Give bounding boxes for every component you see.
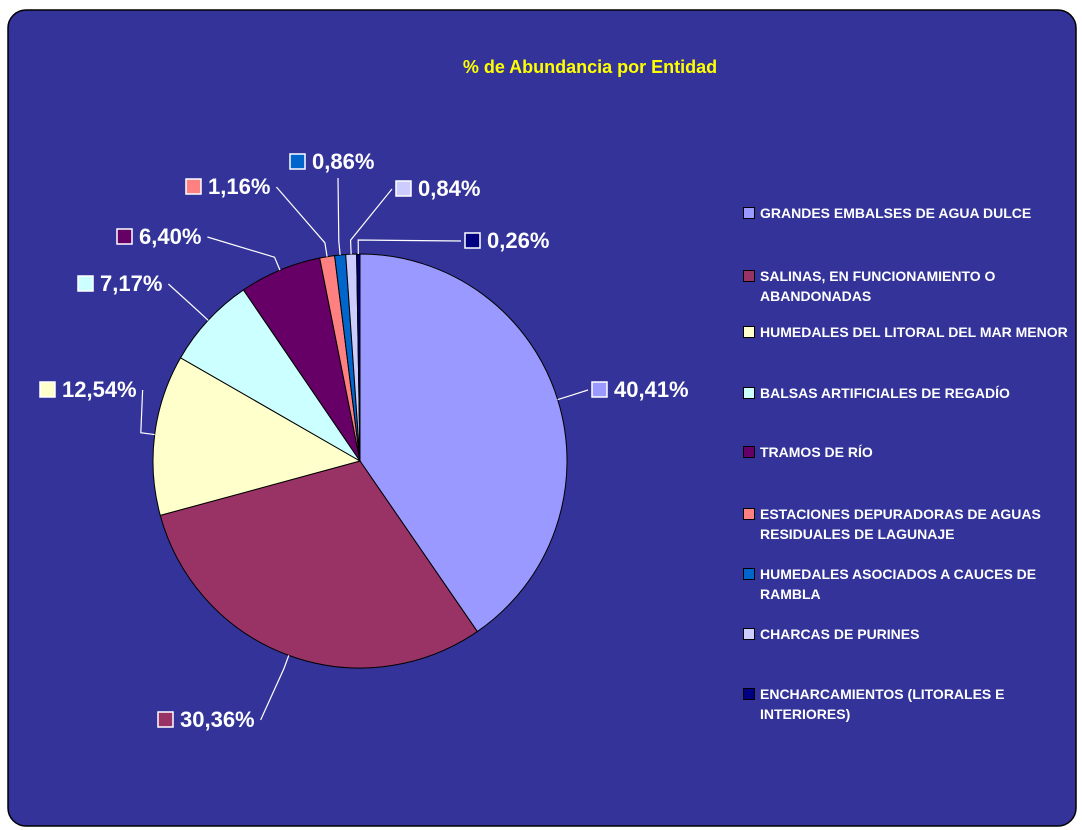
- data-label: 6,40%: [139, 224, 201, 249]
- leader-line: [357, 239, 462, 255]
- leader-line: [260, 655, 290, 721]
- data-label: 0,84%: [418, 176, 480, 201]
- label-swatch: [39, 381, 56, 398]
- leader-line: [275, 186, 328, 257]
- legend-swatch: [743, 628, 755, 640]
- label-swatch: [157, 711, 174, 728]
- data-label: 0,26%: [487, 228, 549, 253]
- legend-swatch: [743, 326, 755, 338]
- legend-label: ESTACIONES DEPURADORAS DE AGUAS RESIDUAL…: [760, 506, 1041, 542]
- label-swatch: [185, 178, 202, 195]
- legend-swatch: [743, 508, 755, 520]
- label-swatch: [464, 232, 481, 249]
- legend-swatch: [743, 446, 755, 458]
- leader-line: [557, 389, 589, 401]
- legend-label: GRANDES EMBALSES DE AGUA DULCE: [760, 205, 1032, 221]
- legend-label: HUMEDALES ASOCIADOS A CAUCES DE RAMBLA: [760, 566, 1037, 602]
- leader-line: [207, 236, 281, 271]
- leader-line: [167, 283, 209, 321]
- data-label: 7,17%: [100, 271, 162, 296]
- legend-swatch: [743, 688, 755, 700]
- legend-label: ENCHARCAMIENTOS (LITORALES E INTERIORES): [760, 686, 1005, 722]
- chart-title: % de Abundancia por Entidad: [463, 57, 717, 77]
- label-swatch: [77, 275, 94, 292]
- legend-label: SALINAS, EN FUNCIONAMIENTO O ABANDONADAS: [760, 268, 996, 304]
- pie-slice: [159, 460, 479, 669]
- label-swatch: [395, 180, 412, 197]
- data-label: 30,36%: [180, 707, 255, 732]
- legend-label: HUMEDALES DEL LITORAL DEL MAR MENOR: [760, 324, 1068, 340]
- leader-line: [337, 177, 341, 256]
- data-label: 12,54%: [62, 377, 137, 402]
- legend-swatch: [743, 387, 755, 399]
- leader-line: [349, 188, 393, 255]
- legend-label: BALSAS ARTIFICIALES DE REGADÍO: [760, 385, 1010, 401]
- data-label: 0,86%: [312, 149, 374, 174]
- data-label: 1,16%: [208, 174, 270, 199]
- legend-swatch: [743, 568, 755, 580]
- leader-line: [140, 389, 155, 436]
- legend-swatch: [743, 207, 755, 219]
- label-swatch: [289, 153, 306, 170]
- legend-label: TRAMOS DE RÍO: [760, 444, 873, 460]
- legend-swatch: [743, 270, 755, 282]
- pie-slice: [356, 253, 361, 462]
- label-swatch: [116, 228, 133, 245]
- legend-label: CHARCAS DE PURINES: [760, 626, 920, 642]
- label-swatch: [591, 381, 608, 398]
- data-label: 40,41%: [614, 377, 689, 402]
